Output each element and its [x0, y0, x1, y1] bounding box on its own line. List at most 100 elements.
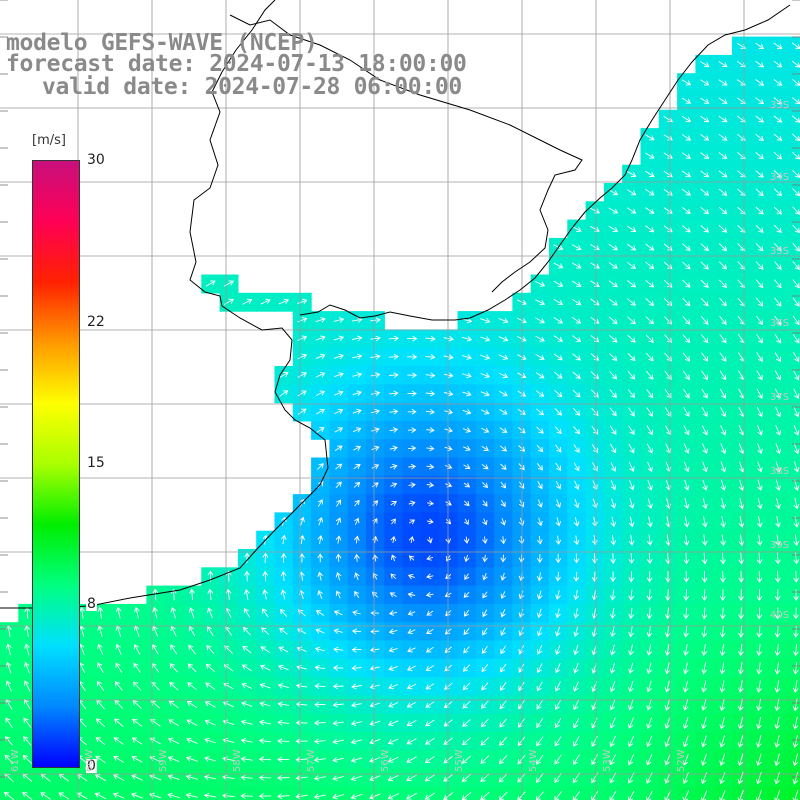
wind-arrow: [645, 170, 655, 177]
wind-arrow: [94, 792, 107, 800]
wind-arrow: [498, 372, 509, 379]
wind-arrow: [719, 315, 727, 325]
wind-arrow: [426, 463, 435, 470]
wind-arrow: [277, 774, 290, 781]
latitude-label: 38S: [770, 466, 790, 477]
wind-arrow: [609, 717, 616, 729]
wind-arrow: [204, 737, 216, 744]
wind-cell: [786, 768, 800, 788]
wind-arrow: [775, 534, 781, 547]
wind-arrow: [719, 753, 726, 766]
wind-arrow: [314, 701, 326, 708]
wind-arrow: [573, 681, 580, 692]
wind-arrow: [701, 589, 708, 602]
wind-arrow: [462, 390, 472, 397]
wind-arrow: [536, 645, 543, 655]
wind-arrow: [261, 627, 270, 636]
wind-arrow: [792, 315, 800, 326]
wind-arrow: [244, 552, 250, 564]
wind-arrow: [204, 719, 216, 726]
wind-arrow: [682, 370, 690, 381]
colorbar-tick-label: 15: [86, 455, 106, 471]
wind-arrow: [738, 534, 745, 547]
wind-arrow: [645, 189, 655, 196]
wind-arrow: [571, 298, 582, 306]
wind-arrow: [188, 644, 196, 655]
wind-arrow: [463, 646, 470, 654]
wind-arrow: [573, 662, 579, 674]
wind-arrow: [718, 61, 728, 68]
wind-arrow: [774, 662, 781, 675]
wind-arrow: [627, 754, 635, 766]
wind-arrow: [406, 738, 417, 745]
wind-arrow: [481, 664, 489, 673]
wind-arrow: [756, 625, 763, 638]
wind-arrow: [755, 42, 765, 49]
wind-arrow: [663, 134, 673, 141]
wind-arrow: [554, 389, 563, 398]
wind-arrow: [188, 607, 195, 619]
wind-arrow: [152, 606, 158, 619]
wind-arrow: [500, 463, 507, 470]
wind-arrow: [518, 499, 525, 508]
wind-arrow: [464, 609, 470, 617]
wind-arrow: [701, 698, 707, 712]
wind-arrow: [482, 482, 489, 488]
wind-arrow: [627, 371, 636, 380]
wind-arrow: [645, 152, 655, 159]
wind-arrow: [774, 589, 781, 602]
wind-cell: [786, 475, 800, 495]
wind-arrow: [371, 445, 380, 451]
wind-arrow: [701, 644, 708, 657]
wind-arrow: [664, 717, 671, 730]
wind-arrow: [333, 317, 345, 323]
wind-arrow: [775, 461, 782, 473]
wind-arrow: [573, 590, 580, 601]
wind-arrow: [316, 427, 325, 433]
wind-arrow: [317, 499, 323, 507]
wind-arrow: [351, 646, 362, 653]
wind-cell: [622, 786, 642, 800]
wind-arrow: [408, 500, 416, 507]
longitude-label: 60W: [84, 749, 95, 772]
wind-arrow: [206, 644, 215, 654]
wind-arrow: [461, 755, 472, 764]
wind-arrow: [535, 335, 545, 342]
wind-arrow: [186, 737, 198, 744]
wind-arrow: [553, 317, 564, 324]
wind-arrow: [718, 152, 728, 160]
wind-arrow: [115, 606, 122, 619]
wind-arrow: [755, 261, 764, 270]
wind-arrow: [663, 298, 673, 307]
wind-arrow: [170, 625, 177, 637]
wind-arrow: [773, 151, 783, 160]
wind-cell: [274, 786, 294, 800]
wind-arrow: [297, 628, 307, 635]
wind-arrow: [756, 534, 763, 547]
wind-arrow: [480, 718, 489, 728]
wind-arrow: [518, 463, 525, 471]
wind-arrow: [225, 570, 232, 582]
wind-arrow: [572, 371, 581, 379]
wind-arrow: [628, 553, 635, 565]
wind-arrow: [517, 372, 527, 379]
wind-arrow: [24, 643, 30, 656]
wind-arrow: [314, 646, 325, 653]
wind-arrow: [700, 170, 710, 178]
wind-arrow: [389, 427, 399, 433]
wind-arrow: [756, 680, 762, 693]
wind-arrow: [240, 774, 253, 781]
wind-arrow: [720, 406, 727, 418]
wind-arrow: [480, 372, 490, 379]
wind-arrow: [482, 591, 488, 599]
wind-arrow: [277, 683, 289, 689]
wind-arrow: [573, 699, 580, 711]
wind-arrow: [480, 336, 491, 342]
wind-arrow: [498, 773, 508, 783]
wind-arrow: [792, 333, 800, 344]
wind-arrow: [701, 662, 708, 675]
wind-arrow: [773, 97, 783, 105]
wind-arrow: [720, 570, 726, 583]
wind-arrow: [353, 445, 362, 451]
